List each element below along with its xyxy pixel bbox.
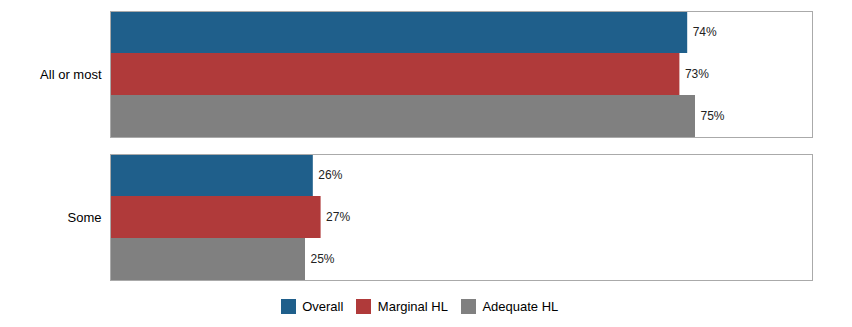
svg-text:75%: 75%: [701, 109, 725, 123]
html-text:Marginal HL: Marginal HL: [377, 299, 448, 314]
svg-text:26%: 26%: [318, 168, 342, 182]
html-text:Overall: Overall: [302, 299, 344, 314]
svg-text:All or most: All or most: [40, 67, 102, 82]
svg-text:74%: 74%: [693, 25, 717, 39]
html-text:Adequate HL: Adequate HL: [482, 299, 559, 314]
svg-text:73%: 73%: [685, 67, 709, 81]
svg-text:27%: 27%: [326, 210, 350, 224]
svg-text:Some: Some: [68, 210, 102, 225]
svg-text:25%: 25%: [311, 252, 335, 266]
